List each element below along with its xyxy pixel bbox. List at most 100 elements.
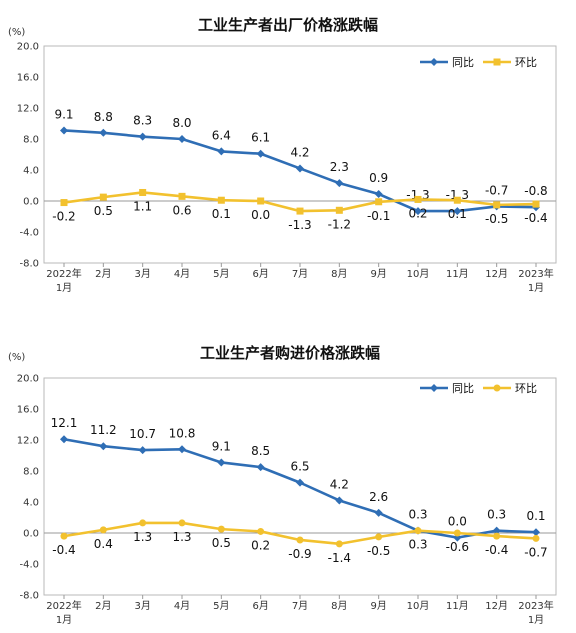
data-point-yoy (374, 508, 383, 517)
data-label: -0.2 (52, 210, 75, 224)
legend-label-mom: 环比 (515, 382, 537, 395)
data-label: -1.2 (328, 217, 351, 231)
data-label: 8.8 (94, 110, 113, 124)
x-tick-label: 7月 (292, 600, 308, 612)
data-point-yoy (99, 128, 108, 137)
data-label: 0.3 (487, 508, 506, 522)
data-label: 0.3 (408, 538, 427, 552)
data-label: 6.5 (290, 460, 309, 474)
data-point-mom (335, 540, 343, 548)
data-label: 0.3 (408, 508, 427, 522)
data-label: 2.3 (330, 160, 349, 174)
data-label: -0.5 (485, 212, 508, 226)
y-tick-label: 8.0 (23, 467, 39, 478)
y-tick-label: -4.0 (19, 228, 39, 239)
data-point-mom (453, 529, 461, 537)
x-tick-label: 6月 (252, 600, 268, 612)
data-label: 0.4 (94, 537, 113, 551)
y-unit-label: (%) (8, 27, 25, 38)
data-point-mom (139, 519, 147, 527)
data-label: 0.6 (172, 203, 191, 217)
x-tick-label: 9月 (370, 268, 386, 280)
data-point-yoy (532, 528, 540, 537)
data-point-mom (139, 188, 147, 196)
data-label: 6.4 (212, 128, 231, 142)
y-tick-label: 4.0 (23, 498, 39, 509)
x-tick-label: 2月 (95, 268, 111, 280)
data-label: -0.6 (446, 540, 469, 554)
data-point-mom (532, 534, 540, 542)
y-tick-label: 16.0 (17, 405, 39, 416)
data-point-mom (335, 206, 343, 214)
data-point-mom (375, 533, 383, 541)
data-point-yoy (99, 442, 108, 451)
data-point-mom (493, 532, 501, 540)
chart-title: 工业生产者购进价格涨跌幅 (200, 344, 380, 362)
x-tick-label: 3月 (134, 268, 150, 280)
data-point-yoy (138, 446, 147, 455)
data-point-mom (375, 198, 383, 206)
data-point-mom (257, 527, 265, 535)
x-tick-label: 9月 (370, 600, 386, 612)
x-tick-label: 8月 (331, 600, 347, 612)
y-tick-label: -8.0 (19, 259, 39, 270)
x-tick-label: 8月 (331, 268, 347, 280)
data-point-yoy (60, 435, 68, 444)
x-tick-label: 10月 (407, 268, 430, 280)
data-label: 4.2 (330, 477, 349, 491)
x-tick-label: 7月 (292, 268, 308, 280)
data-point-yoy (374, 190, 383, 199)
data-point-mom (257, 197, 265, 205)
data-point-yoy (492, 526, 501, 535)
data-label: 0.1 (526, 509, 545, 523)
data-label: 10.7 (129, 427, 156, 441)
data-label: -0.4 (485, 543, 508, 557)
data-point-mom (99, 193, 107, 201)
y-tick-label: -4.0 (19, 560, 39, 571)
chart-output-prices: 工业生产者出厂价格涨跌幅 (%) 20.0 16.0 12.0 8.0 4.0 0.0 -4.0… (8, 16, 557, 294)
data-point-yoy (296, 164, 304, 173)
data-label: 0.2 (408, 206, 427, 220)
data-point-mom (60, 532, 68, 540)
data-point-mom (217, 525, 225, 533)
data-label: 0.0 (448, 515, 467, 529)
data-label: -0.4 (524, 211, 547, 225)
data-point-mom (493, 201, 501, 209)
data-point-yoy (256, 149, 265, 158)
y-tick-label: 12.0 (17, 436, 39, 447)
data-point-yoy (178, 135, 186, 143)
data-label: 4.2 (290, 145, 309, 159)
data-label: 0.5 (94, 204, 113, 218)
data-point-yoy (256, 463, 265, 472)
x-tick-label: 1月 (56, 614, 72, 626)
y-tick-label: 0.0 (23, 529, 39, 540)
x-tick-label: 6月 (252, 268, 268, 280)
data-label: 12.1 (51, 416, 78, 430)
data-point-mom (414, 195, 422, 203)
data-label: 1.3 (172, 530, 191, 544)
y-tick-label: -8.0 (19, 591, 39, 602)
legend-label-yoy: 同比 (452, 382, 474, 395)
y-tick-label: 16.0 (17, 73, 39, 84)
x-tick-label: 4月 (174, 268, 190, 280)
y-tick-label: 20.0 (17, 374, 39, 385)
legend-marker-mom (493, 58, 501, 66)
data-label: 10.8 (169, 426, 196, 440)
data-point-yoy (217, 147, 226, 156)
data-point-yoy (335, 179, 344, 188)
data-label: 1.1 (133, 199, 152, 213)
y-tick-label: 20.0 (17, 42, 39, 53)
x-tick-label: 2月 (95, 600, 111, 612)
x-tick-label: 2022年 (46, 599, 81, 612)
data-label: 8.0 (172, 116, 191, 130)
x-tick-label: 1月 (528, 614, 544, 626)
x-tick-label: 11月 (446, 600, 469, 612)
chart-panel-output-prices: 工业生产者出厂价格涨跌幅 (%) 20.0 16.0 12.0 8.0 4.0 0.0 -4.0… (0, 0, 576, 300)
data-label: 1.3 (133, 530, 152, 544)
data-label: -0.5 (367, 544, 390, 558)
data-label: 0.5 (212, 536, 231, 550)
data-label: 2.6 (369, 490, 388, 504)
data-point-mom (217, 196, 225, 204)
data-label: 0.1 (448, 207, 467, 221)
data-label: -0.1 (367, 209, 390, 223)
